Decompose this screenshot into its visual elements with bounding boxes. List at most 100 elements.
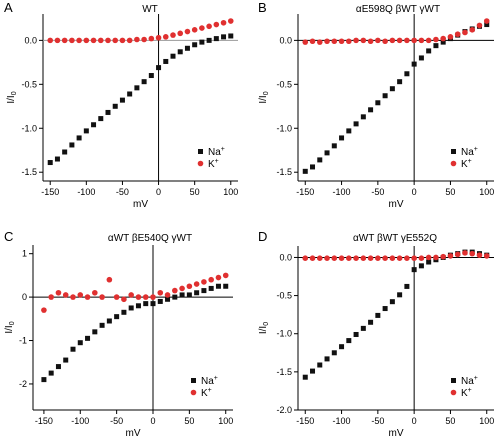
data-point-k xyxy=(162,34,169,40)
data-point-na xyxy=(91,122,97,128)
data-point-k xyxy=(121,296,127,303)
data-point-na xyxy=(194,290,200,296)
y-axis-label: I/I0 xyxy=(4,321,16,333)
data-point-na xyxy=(375,100,381,106)
data-point-k xyxy=(128,292,134,298)
x-tick-label: 100 xyxy=(479,187,494,197)
data-point-na xyxy=(199,39,205,45)
legend-label-superscript: + xyxy=(214,375,218,382)
data-point-na xyxy=(112,103,118,109)
x-tick-label: 50 xyxy=(445,416,455,426)
x-tick-label: 50 xyxy=(445,187,455,197)
data-point-k xyxy=(155,34,162,41)
data-point-k xyxy=(76,37,82,44)
x-tick-label: 100 xyxy=(479,416,494,426)
legend-label-na: Na+ xyxy=(461,375,478,387)
data-point-na xyxy=(368,319,374,325)
data-point-k xyxy=(184,28,191,35)
legend-label-superscript: + xyxy=(468,387,472,394)
data-point-k xyxy=(142,294,149,300)
data-point-na xyxy=(418,263,424,269)
data-point-k xyxy=(119,37,126,44)
y-tick-label: -1.5 xyxy=(21,167,37,177)
data-point-na xyxy=(426,48,432,54)
data-point-k xyxy=(90,37,97,44)
data-point-na xyxy=(397,292,403,298)
data-point-k xyxy=(193,281,200,287)
series-na xyxy=(41,283,229,383)
data-point-k xyxy=(360,255,367,262)
legend-marker-na xyxy=(198,149,203,154)
x-axis-label: mV xyxy=(133,199,148,210)
data-point-k xyxy=(157,289,164,296)
y-axis-label: I/I0 xyxy=(6,91,18,103)
data-point-k xyxy=(179,285,185,292)
legend-label-superscript: + xyxy=(474,146,478,153)
x-tick-label: -150 xyxy=(296,187,314,197)
data-point-k xyxy=(302,39,309,45)
legend-marker-na xyxy=(191,378,196,383)
data-point-na xyxy=(433,43,439,49)
data-point-na xyxy=(404,283,410,289)
legend-marker-k xyxy=(197,160,204,167)
y-tick-label: -1.5 xyxy=(276,367,292,377)
series-na xyxy=(47,33,234,166)
x-tick-label: -50 xyxy=(110,416,123,426)
data-point-na xyxy=(121,309,127,315)
data-point-k xyxy=(440,253,446,260)
x-tick-label: -50 xyxy=(116,187,129,197)
series-k xyxy=(41,272,229,313)
y-tick-label: -1 xyxy=(19,336,27,346)
data-point-na xyxy=(54,156,60,162)
legend-label-k: K+ xyxy=(201,387,212,399)
data-point-na xyxy=(172,294,178,300)
data-point-na xyxy=(353,121,359,127)
legend-label-na: Na+ xyxy=(208,146,225,158)
legend-marker-na xyxy=(451,378,456,383)
data-point-k xyxy=(353,37,359,44)
data-point-k xyxy=(302,255,309,262)
data-point-k xyxy=(338,38,345,45)
data-point-na xyxy=(98,116,104,122)
data-point-k xyxy=(404,37,410,44)
data-point-k xyxy=(447,253,454,259)
data-point-k xyxy=(201,279,207,285)
data-point-k xyxy=(99,294,105,300)
data-point-na xyxy=(411,61,417,67)
data-point-na xyxy=(389,86,395,92)
x-tick-label: -150 xyxy=(41,187,59,197)
data-point-k xyxy=(213,21,220,28)
y-tick-label: -0.5 xyxy=(276,79,292,89)
legend-label-superscript: + xyxy=(468,158,472,165)
data-point-k xyxy=(338,255,345,262)
data-point-k xyxy=(375,37,381,44)
data-point-na xyxy=(389,299,395,305)
panel-letter: B xyxy=(258,0,267,15)
y-axis-label-subscript: 0 xyxy=(11,91,18,95)
series-k xyxy=(302,18,490,45)
data-point-k xyxy=(177,30,184,37)
data-point-k xyxy=(112,37,119,44)
data-point-na xyxy=(163,58,169,64)
data-point-k xyxy=(396,255,403,262)
data-point-k xyxy=(41,307,47,313)
chart-title: αWT βWT γE552Q xyxy=(353,233,437,244)
data-point-k xyxy=(418,37,425,44)
data-point-k xyxy=(62,292,69,298)
data-point-na xyxy=(69,142,75,148)
data-point-k xyxy=(367,38,374,45)
data-point-k xyxy=(367,255,374,262)
data-point-na xyxy=(397,79,403,85)
data-point-k xyxy=(55,289,62,296)
legend-label-k: K+ xyxy=(208,158,219,170)
data-point-na xyxy=(99,322,105,328)
data-point-na xyxy=(106,318,112,324)
y-axis-label-subscript: 0 xyxy=(9,321,16,325)
data-point-k xyxy=(186,283,193,290)
data-point-k xyxy=(440,35,446,42)
x-tick-label: 0 xyxy=(150,416,155,426)
data-point-na xyxy=(346,128,352,134)
data-point-k xyxy=(454,251,461,258)
